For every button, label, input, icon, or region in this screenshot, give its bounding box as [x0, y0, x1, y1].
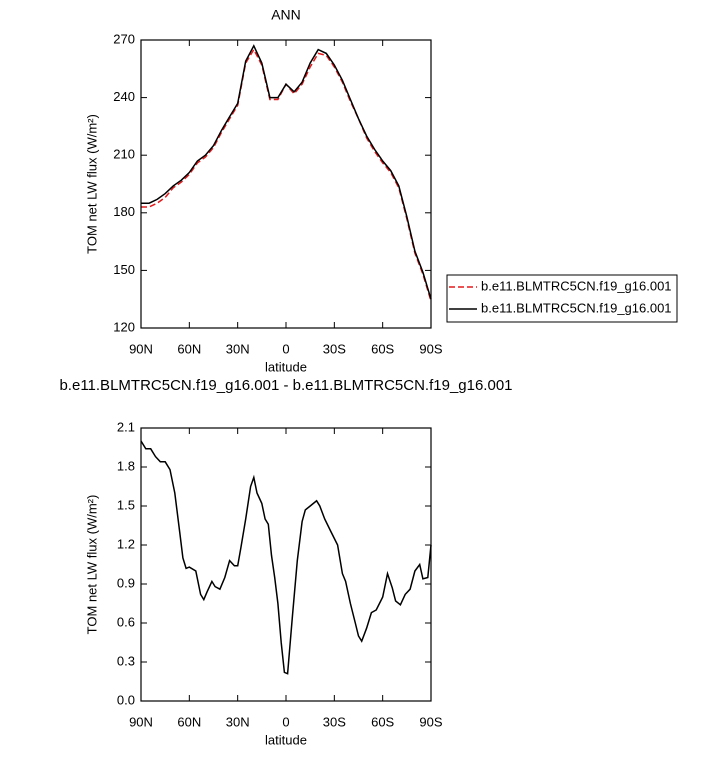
y-tick-label: 0.9 [117, 575, 135, 590]
x-axis-label: latitude [265, 732, 307, 747]
x-tick-label: 60N [177, 714, 201, 729]
y-tick-label: 1.5 [117, 497, 135, 512]
y-tick-label: 180 [113, 204, 135, 219]
y-tick-label: 270 [113, 31, 135, 46]
x-tick-label: 30N [226, 714, 250, 729]
data-line [141, 48, 432, 302]
x-tick-label: 0 [282, 714, 289, 729]
x-tick-label: 90N [129, 714, 153, 729]
legend-box [446, 274, 678, 323]
y-tick-label: 240 [113, 89, 135, 104]
data-line [141, 44, 432, 300]
y-tick-label: 2.1 [117, 419, 135, 434]
legend-label: b.e11.BLMTRC5CN.f19_g16.001 [481, 300, 672, 315]
x-tick-label: 60S [371, 714, 394, 729]
x-tick-label: 90S [419, 714, 442, 729]
plot-frame [140, 39, 432, 329]
x-tick-label: 30S [323, 714, 346, 729]
legend-label: b.e11.BLMTRC5CN.f19_g16.001 [481, 278, 672, 293]
data-line [140, 440, 432, 675]
y-tick-label: 1.2 [117, 536, 135, 551]
y-tick-label: 0.0 [117, 692, 135, 707]
x-tick-label: 60N [177, 341, 201, 356]
x-axis-label: latitude [265, 359, 307, 374]
x-tick-label: 30N [226, 341, 250, 356]
y-tick-label: 0.3 [117, 653, 135, 668]
chart-title: ANN [271, 7, 301, 23]
plot-frame [140, 427, 432, 702]
chart-title: b.e11.BLMTRC5CN.f19_g16.001 - b.e11.BLMT… [59, 377, 512, 394]
x-tick-label: 0 [282, 341, 289, 356]
x-tick-label: 90N [129, 341, 153, 356]
y-axis-label: TOM net LW flux (W/m²) [84, 495, 99, 635]
y-tick-label: 1.8 [117, 458, 135, 473]
y-tick-label: 150 [113, 262, 135, 277]
x-tick-label: 90S [419, 341, 442, 356]
y-axis-label: TOM net LW flux (W/m²) [84, 114, 99, 254]
x-tick-label: 60S [371, 341, 394, 356]
y-tick-label: 0.6 [117, 614, 135, 629]
x-tick-label: 30S [323, 341, 346, 356]
y-tick-label: 120 [113, 319, 135, 334]
y-tick-label: 210 [113, 147, 135, 162]
